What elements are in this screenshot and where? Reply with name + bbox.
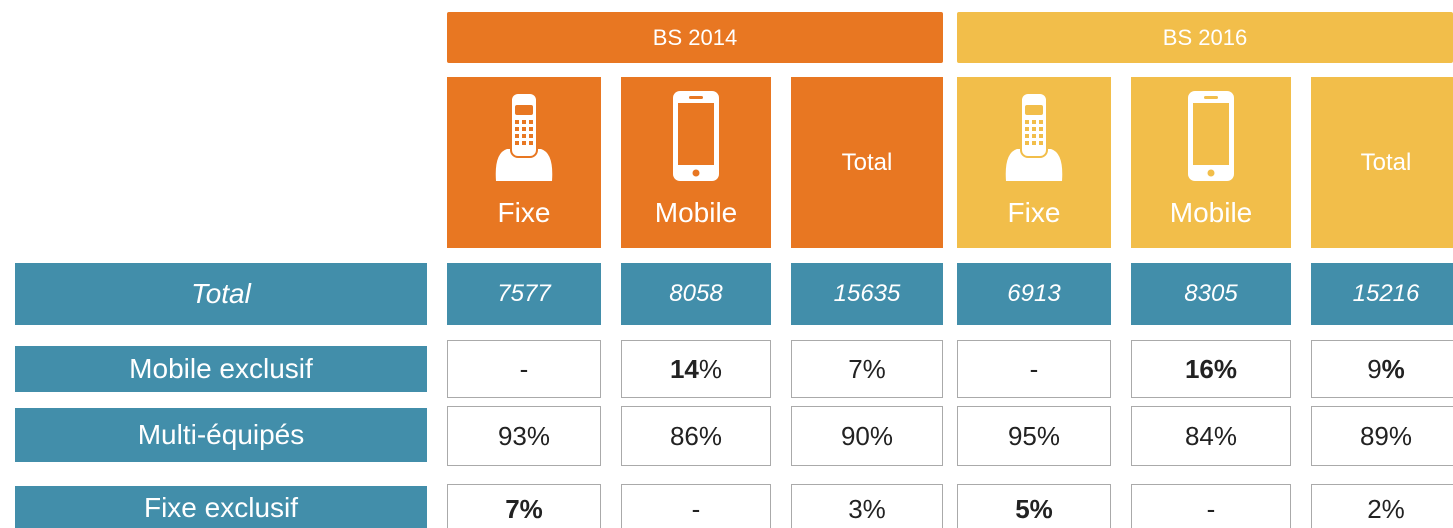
cell: 95% — [957, 406, 1111, 466]
cell: - — [957, 340, 1111, 398]
cell-text: 93% — [497, 420, 551, 451]
column-label: Mobile — [1169, 197, 1253, 228]
cell: 16% — [1131, 340, 1291, 398]
cell-text: 8058 — [669, 280, 723, 307]
cell-text: 7577 — [497, 280, 551, 307]
column-header: Total — [1311, 77, 1453, 248]
mobile-icon — [1188, 91, 1234, 181]
cell: 3% — [791, 484, 943, 528]
cell-text: % — [1381, 353, 1405, 384]
cell: 8058 — [621, 263, 771, 325]
group-header: BS 2016 — [957, 12, 1453, 63]
cell-text: 7% — [848, 353, 886, 384]
cell-text: 9 — [1367, 353, 1382, 384]
cell-text: 16% — [1184, 353, 1238, 384]
cell-text: 7% — [505, 493, 543, 524]
cell-text: - — [519, 353, 529, 384]
cell-text: 6913 — [1007, 280, 1061, 307]
column-label: Fixe — [1007, 197, 1061, 228]
cell: - — [621, 484, 771, 528]
cell-text: 86% — [669, 420, 723, 451]
row-label-text: Total — [191, 278, 251, 309]
cell: 14% — [621, 340, 771, 398]
column-header: Total — [791, 77, 943, 248]
column-header: Fixe — [957, 77, 1111, 248]
cell: 9% — [1311, 340, 1453, 398]
cell: 86% — [621, 406, 771, 466]
mobile-icon — [673, 91, 719, 181]
fixe-icon — [495, 92, 553, 181]
row-label: Total — [15, 263, 427, 325]
cell-text: 3% — [848, 493, 886, 524]
fixe-icon — [1005, 92, 1063, 181]
cell-text: 8305 — [1184, 280, 1238, 307]
group-header: BS 2014 — [447, 12, 943, 63]
cell: 5% — [957, 484, 1111, 528]
cell-text: 5% — [1015, 493, 1053, 524]
row-label: Mobile exclusif — [15, 346, 427, 392]
cell: - — [447, 340, 601, 398]
row-label-text: Multi-équipés — [137, 419, 305, 450]
cell-text: 15216 — [1352, 280, 1420, 307]
cell: 6913 — [957, 263, 1111, 325]
cell-text: - — [1206, 493, 1216, 524]
cell-text: 90% — [840, 420, 894, 451]
cell: 15216 — [1311, 263, 1453, 325]
column-label: Mobile — [654, 197, 738, 228]
cell: - — [1131, 484, 1291, 528]
group-label: BS 2014 — [652, 24, 738, 50]
cell-text: - — [691, 493, 701, 524]
cell: 93% — [447, 406, 601, 466]
cell: 15635 — [791, 263, 943, 325]
cell-text: - — [1029, 353, 1039, 384]
cell-text: 84% — [1184, 420, 1238, 451]
cell: 2% — [1311, 484, 1453, 528]
row-label-text: Fixe exclusif — [143, 492, 299, 523]
cell: 90% — [791, 406, 943, 466]
cell-text: % — [698, 353, 723, 384]
column-label: Fixe — [497, 197, 551, 228]
cell-text: 15635 — [833, 280, 901, 307]
column-label: Total — [841, 148, 893, 176]
cell: 8305 — [1131, 263, 1291, 325]
row-label: Multi-équipés — [15, 408, 427, 462]
cell-text: 14 — [669, 353, 699, 384]
cell: 89% — [1311, 406, 1453, 466]
cell: 7% — [447, 484, 601, 528]
cell: 7577 — [447, 263, 601, 325]
column-header: Mobile — [1131, 77, 1291, 248]
group-label: BS 2016 — [1162, 24, 1248, 50]
column-header: Fixe — [447, 77, 601, 248]
column-header: Mobile — [621, 77, 771, 248]
cell: 84% — [1131, 406, 1291, 466]
cell-text: 2% — [1367, 493, 1405, 524]
cell: 7% — [791, 340, 943, 398]
row-label-text: Mobile exclusif — [129, 353, 313, 384]
row-label: Fixe exclusif — [15, 486, 427, 528]
cell-text: 95% — [1007, 420, 1061, 451]
column-label: Total — [1360, 148, 1412, 176]
cell-text: 89% — [1359, 420, 1413, 451]
